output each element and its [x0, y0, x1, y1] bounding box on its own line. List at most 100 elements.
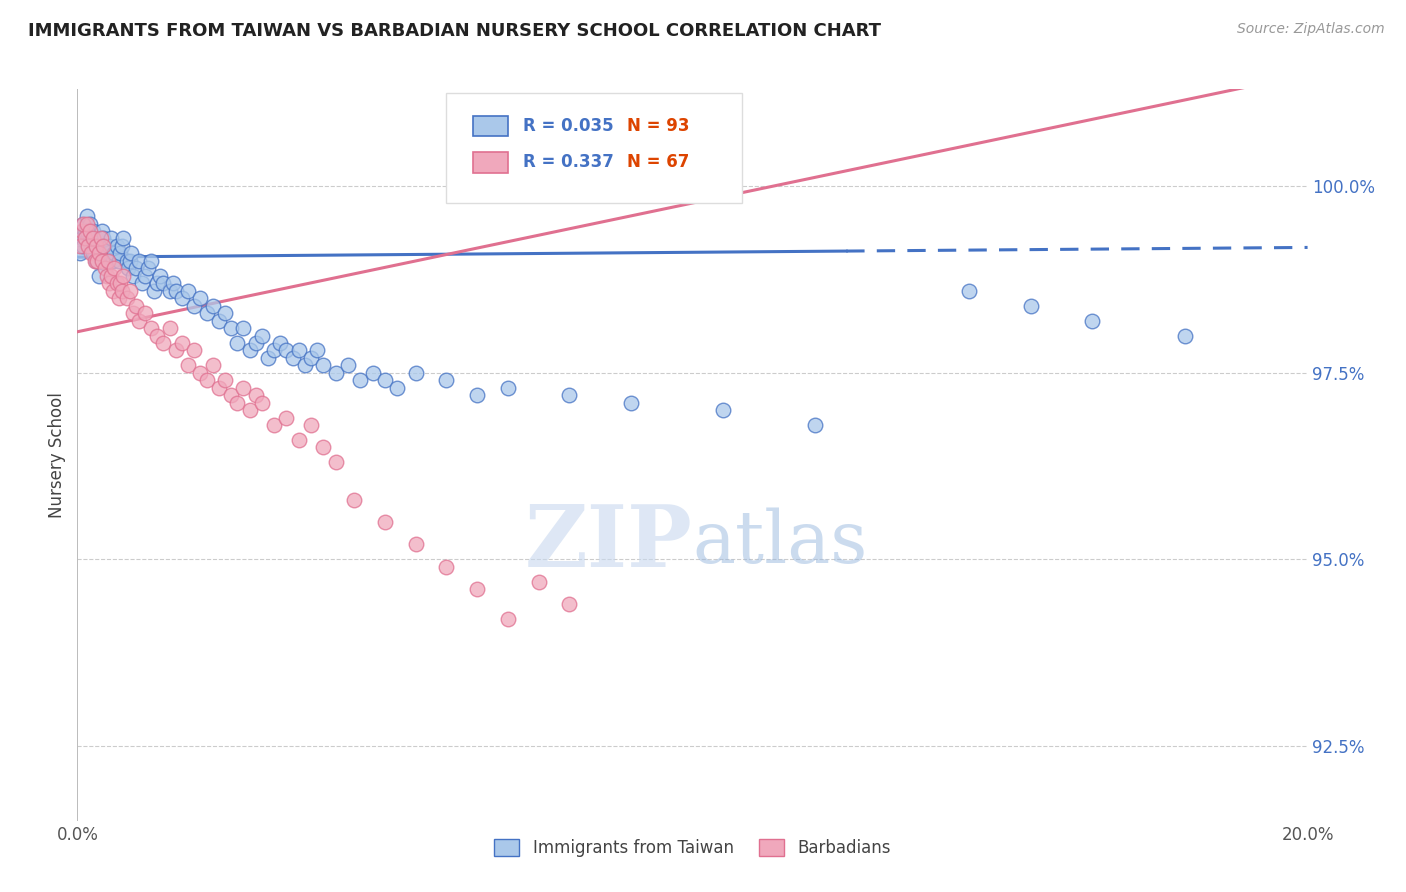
Point [276, 343, 298, 358]
Point [91, 239, 114, 253]
Point [121, 306, 143, 320]
Point [312, 441, 335, 455]
Point [804, 418, 827, 433]
Point [1174, 328, 1197, 343]
Point [183, 343, 205, 358]
Point [288, 433, 311, 447]
Point [257, 351, 280, 365]
Point [226, 335, 249, 350]
Point [69, 239, 91, 253]
Point [343, 492, 366, 507]
Point [80, 239, 103, 253]
Point [307, 343, 329, 358]
Point [325, 366, 347, 380]
Point [90, 224, 114, 238]
Point [711, 403, 734, 417]
Point [128, 253, 150, 268]
Point [83, 246, 105, 260]
Point [152, 335, 174, 350]
Point [245, 388, 267, 402]
Point [1019, 299, 1042, 313]
Point [558, 388, 581, 402]
Point [201, 299, 224, 313]
Point [177, 359, 200, 373]
Point [183, 299, 205, 313]
Point [73, 224, 96, 238]
Point [79, 217, 101, 231]
Point [84, 239, 107, 253]
Point [96, 268, 118, 283]
Point [82, 231, 104, 245]
Point [250, 395, 273, 409]
Point [245, 335, 267, 350]
Point [69, 246, 91, 260]
Point [87, 268, 110, 283]
Point [149, 268, 172, 283]
Point [208, 381, 231, 395]
Point [337, 359, 360, 373]
Point [103, 261, 125, 276]
Point [214, 373, 236, 387]
Point [374, 515, 396, 529]
Point [465, 388, 488, 402]
Point [465, 582, 488, 597]
Point [84, 253, 107, 268]
FancyBboxPatch shape [447, 93, 742, 202]
Point [98, 239, 121, 253]
Point [87, 246, 110, 260]
Point [361, 366, 384, 380]
Point [269, 335, 291, 350]
Point [299, 351, 322, 365]
Point [281, 351, 304, 365]
Text: R = 0.337: R = 0.337 [523, 153, 613, 171]
Point [141, 321, 163, 335]
Point [141, 253, 163, 268]
Point [80, 246, 103, 260]
Point [436, 373, 458, 387]
Point [90, 246, 112, 260]
Point [349, 373, 371, 387]
Point [125, 261, 148, 276]
Point [125, 299, 148, 313]
Point [195, 373, 218, 387]
Point [112, 231, 135, 245]
Point [111, 284, 132, 298]
Point [162, 277, 184, 291]
Point [83, 253, 105, 268]
Point [84, 231, 107, 245]
Point [239, 343, 262, 358]
Point [208, 313, 231, 327]
Point [128, 313, 150, 327]
Point [101, 284, 124, 298]
Point [112, 268, 135, 283]
Point [146, 328, 169, 343]
Point [134, 268, 156, 283]
Point [70, 231, 93, 245]
Point [105, 277, 128, 291]
Point [110, 277, 132, 291]
Point [105, 239, 128, 253]
Point [159, 284, 181, 298]
Point [96, 253, 118, 268]
Point [195, 306, 218, 320]
Point [263, 418, 285, 433]
Point [143, 284, 166, 298]
Point [146, 277, 169, 291]
Point [82, 246, 104, 260]
Point [115, 291, 138, 305]
Point [294, 359, 316, 373]
Point [134, 306, 156, 320]
Point [558, 597, 581, 611]
Point [76, 224, 98, 238]
Point [86, 253, 108, 268]
Point [214, 306, 236, 320]
FancyBboxPatch shape [474, 153, 508, 172]
Y-axis label: Nursery School: Nursery School [48, 392, 66, 518]
Point [77, 231, 100, 245]
Point [232, 381, 254, 395]
Point [108, 253, 131, 268]
Point [100, 231, 122, 245]
Point [79, 224, 101, 238]
Point [165, 343, 187, 358]
Point [118, 284, 141, 298]
